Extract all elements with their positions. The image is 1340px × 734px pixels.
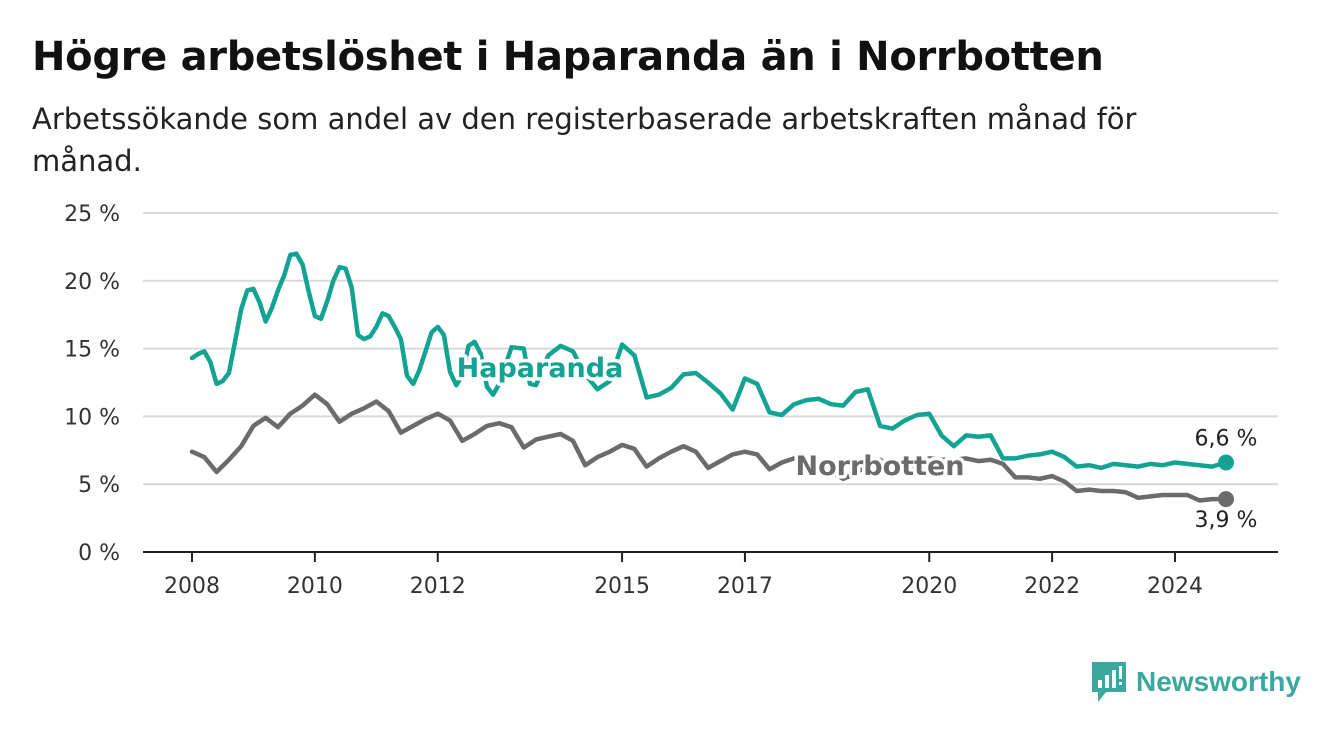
series-endpoint-haparanda <box>1218 454 1234 471</box>
newsworthy-logo: Newsworthy <box>1090 660 1301 704</box>
series-end-label: 3,9 % <box>1195 508 1258 533</box>
series-line-norrbotten <box>189 392 1229 503</box>
x-tick-label: 2017 <box>717 574 773 599</box>
newsworthy-logo-text: Newsworthy <box>1136 666 1301 697</box>
y-tick-label: 15 % <box>64 338 120 363</box>
series-name-label: Norrbotten <box>795 451 964 482</box>
y-tick-label: 0 % <box>78 541 120 566</box>
x-tick-label: 2020 <box>901 574 957 599</box>
newsworthy-logo-icon <box>1092 662 1126 702</box>
y-tick-label: 10 % <box>64 405 120 430</box>
y-tick-label: 20 % <box>64 270 120 295</box>
series-end-label: 6,6 % <box>1195 427 1258 452</box>
y-axis-ticks: 0 % 5 % 10 % 15 % 20 % 25 % <box>64 202 120 566</box>
x-tick-label: 2022 <box>1024 574 1080 599</box>
chart-title: Högre arbetslöshet i Haparanda än i Norr… <box>32 34 1104 80</box>
series-line-haparanda <box>189 251 1229 471</box>
x-tick-label: 2024 <box>1147 574 1203 599</box>
series-lines <box>189 251 1234 508</box>
series-name-label: Haparanda <box>457 353 624 384</box>
series-labels: 6,6 % 3,9 % Haparanda Norrbotten <box>453 350 1258 534</box>
x-axis-ticks: 2008 2010 2012 2015 2017 2020 2022 2024 <box>164 552 1203 599</box>
x-tick-label: 2015 <box>594 574 650 599</box>
series-endpoint-norrbotten <box>1218 491 1234 508</box>
x-tick-label: 2008 <box>164 574 220 599</box>
x-tick-label: 2012 <box>410 574 466 599</box>
chart-subtitle: Arbetssökande som andel av den registerb… <box>32 102 1137 178</box>
y-tick-label: 25 % <box>64 202 120 227</box>
gridlines <box>143 212 1278 553</box>
y-tick-label: 5 % <box>78 473 120 498</box>
x-tick-label: 2010 <box>287 574 343 599</box>
